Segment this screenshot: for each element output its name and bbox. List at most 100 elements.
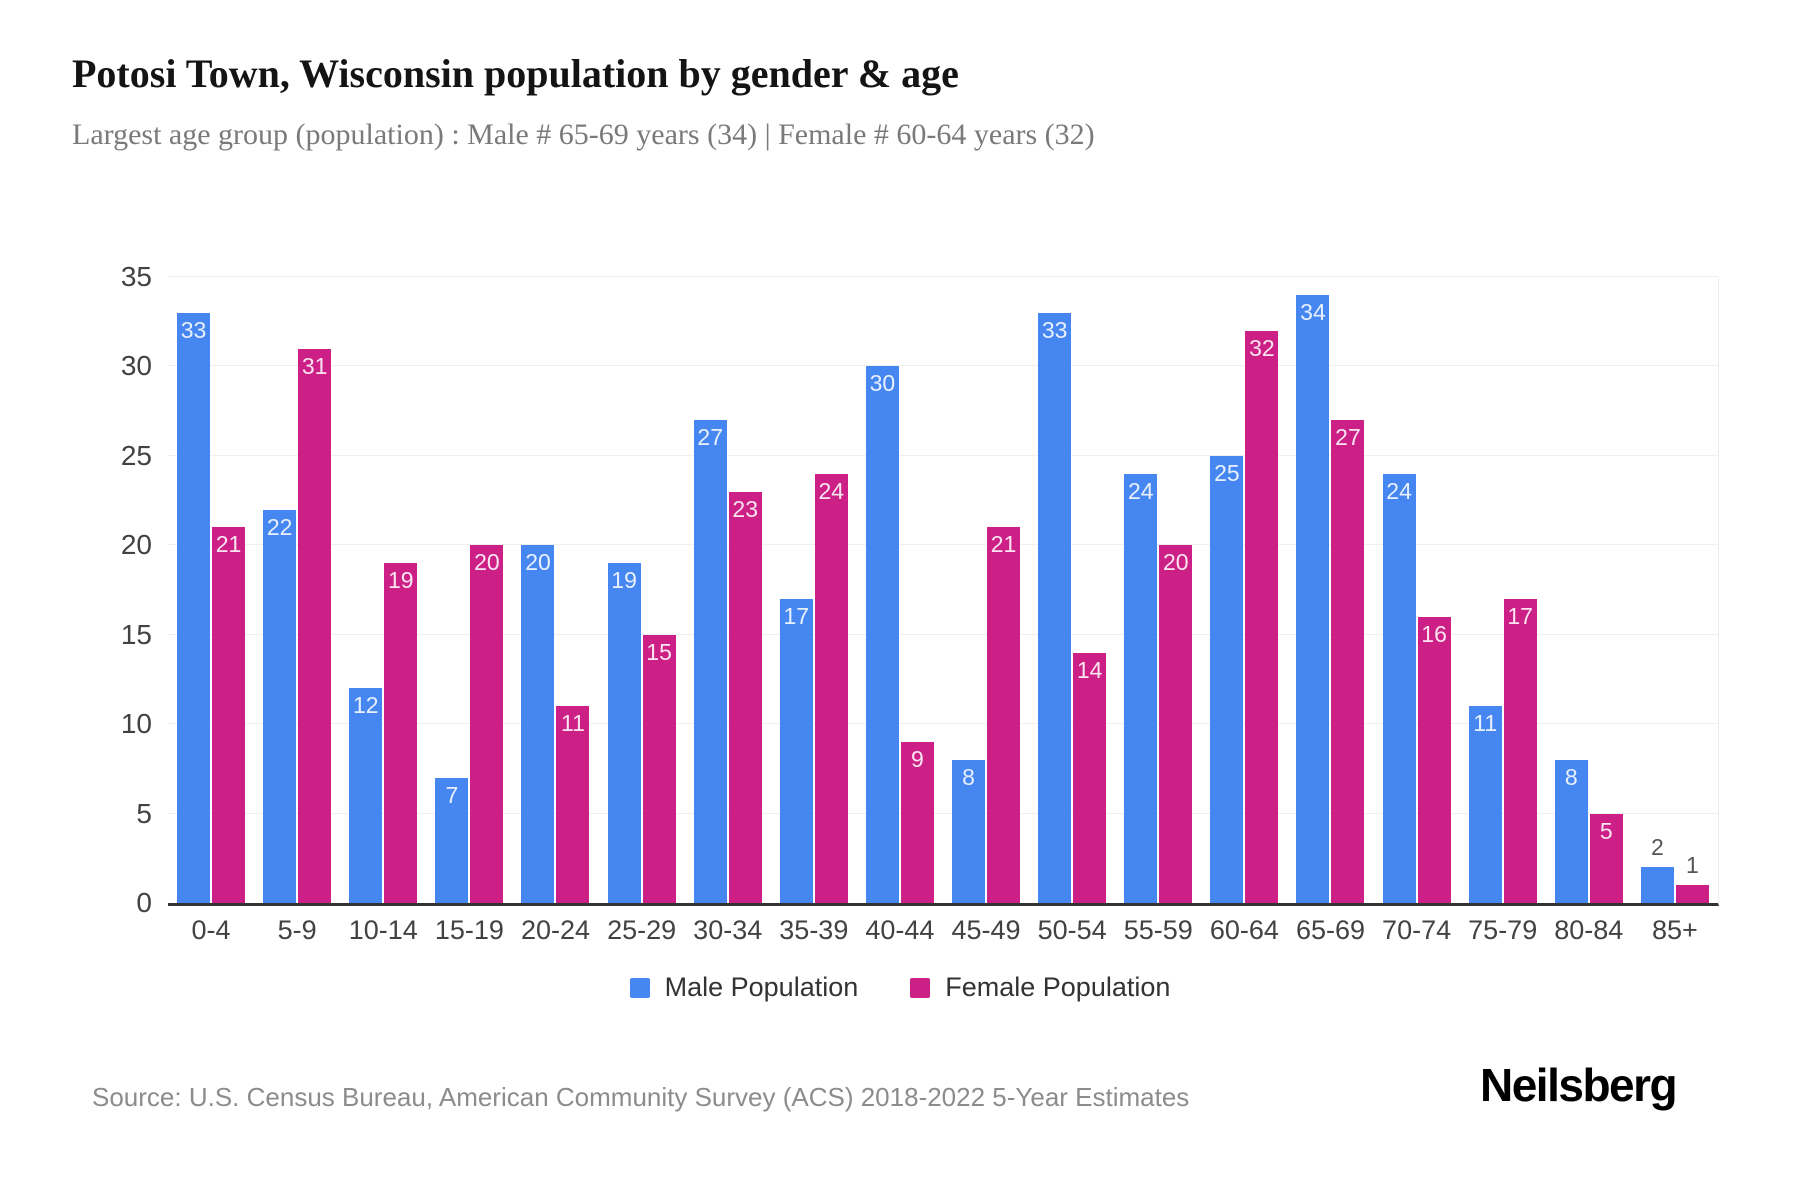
- bar-group-75-79: 11 17 75-79: [1460, 277, 1546, 944]
- bar-female-45-49: 21: [987, 527, 1021, 903]
- bar-male-30-34: 27: [693, 420, 727, 903]
- bar-female-30-34: 23: [728, 491, 762, 903]
- bar-male-55-59: 24: [1124, 473, 1158, 903]
- legend-label-male: Male Population: [664, 972, 859, 1002]
- bar-group-0-4: 33 21 0-4: [168, 277, 254, 944]
- bar-value-label: 17: [783, 602, 810, 629]
- bar-value-label: 17: [1507, 602, 1533, 629]
- y-tick-label-5: 5: [136, 797, 152, 829]
- x-axis-label-75-79: 75-79: [1468, 915, 1538, 945]
- bar-female-0-4: 21: [212, 527, 246, 903]
- bar-female-85+: 1: [1675, 854, 1709, 903]
- source-attribution: Source: U.S. Census Bureau, American Com…: [92, 1082, 1190, 1112]
- bar-male-75-79: 11: [1468, 706, 1502, 903]
- bar-male-25-29: 19: [607, 563, 641, 903]
- bar-value-label: 9: [911, 746, 924, 773]
- bar-value-label: 2: [1651, 834, 1664, 861]
- legend-item-female: Female Population: [910, 974, 1170, 1001]
- bar-group-10-14: 12 19 10-14: [340, 277, 426, 944]
- bar-female-10-14: 19: [384, 563, 418, 903]
- bar-value-label: 20: [525, 549, 551, 576]
- x-axis-label-50-54: 50-54: [1037, 915, 1107, 945]
- bar-value-label: 1: [1686, 852, 1699, 879]
- bar-value-label: 31: [301, 352, 328, 379]
- x-axis-label-60-64: 60-64: [1209, 915, 1279, 945]
- bar-group-65-69: 34 27 65-69: [1287, 277, 1373, 944]
- bar-group-50-54: 33 14 50-54: [1029, 277, 1115, 944]
- x-axis-label-20-24: 20-24: [520, 915, 591, 945]
- x-axis-label-0-4: 0-4: [191, 915, 231, 945]
- x-axis-label-30-34: 30-34: [693, 915, 763, 945]
- y-tick-label-35: 35: [120, 261, 152, 292]
- y-tick-label-25: 25: [120, 439, 152, 471]
- bar-value-label: 8: [962, 763, 975, 790]
- bars-layer: 33 21 0-4 22 31 5-9 12 19 10-14 7 20 15-19 20 11 20-24…: [168, 277, 1718, 944]
- bar-value-label: 22: [266, 513, 293, 540]
- gridline-5: [168, 812, 1718, 814]
- bar-group-55-59: 24 20 55-59: [1115, 277, 1201, 944]
- bar-male-60-64: 25: [1210, 455, 1244, 903]
- bar-value-label: 21: [215, 531, 242, 558]
- bar-group-25-29: 19 15 25-29: [599, 277, 685, 944]
- x-axis-label-45-49: 45-49: [951, 915, 1021, 945]
- x-axis-label-25-29: 25-29: [607, 915, 677, 945]
- x-axis-label-70-74: 70-74: [1382, 915, 1452, 945]
- bar-male-50-54: 33: [1038, 312, 1072, 903]
- bar-value-label: 11: [561, 710, 585, 737]
- gridline-35: [168, 276, 1718, 277]
- bar-value-label: 8: [1564, 763, 1578, 790]
- y-tick-label-20: 20: [120, 529, 152, 561]
- bar-value-label: 24: [818, 477, 845, 504]
- x-axis-label-65-69: 65-69: [1295, 915, 1365, 945]
- x-axis-label-35-39: 35-39: [779, 915, 849, 945]
- bar-female-55-59: 20: [1159, 545, 1193, 903]
- bar-value-label: 24: [1127, 477, 1154, 504]
- bar-value-label: 24: [1386, 477, 1412, 504]
- female-swatch-icon: [910, 977, 931, 998]
- bar-value-label: 12: [352, 692, 379, 719]
- bar-group-30-34: 27 23 30-34: [685, 277, 771, 944]
- gridline-10: [168, 723, 1718, 725]
- bar-value-label: 7: [445, 781, 459, 808]
- bar-male-35-39: 17: [779, 598, 813, 903]
- x-axis-label-5-9: 5-9: [277, 915, 317, 945]
- bar-female-50-54: 14: [1073, 652, 1107, 903]
- bar-male-80-84: 8: [1554, 759, 1588, 903]
- bar-male-15-19: 7: [435, 777, 469, 903]
- bar-value-label: 25: [1214, 459, 1240, 486]
- page-subtitle: Largest age group (population) : Male # …: [72, 118, 1095, 151]
- bar-male-65-69: 34: [1296, 294, 1330, 903]
- neilsberg-logo: Neilsberg: [1480, 1059, 1678, 1111]
- bar-male-20-24: 20: [521, 545, 555, 903]
- bar-female-75-79: 17: [1503, 598, 1537, 903]
- bar-value-label: 33: [180, 316, 207, 343]
- bar-male-0-4: 33: [177, 312, 211, 903]
- bar-group-40-44: 30 9 40-44: [857, 277, 943, 944]
- male-swatch-icon: [629, 977, 650, 998]
- bar-value-label: 19: [387, 567, 414, 594]
- bar-value-label: 5: [1599, 817, 1613, 844]
- bar-female-80-84: 5: [1589, 813, 1623, 903]
- bar-value-label: 20: [474, 549, 500, 576]
- y-tick-label-0: 0: [136, 887, 152, 918]
- bar-male-45-49: 8: [952, 759, 986, 903]
- bar-group-20-24: 20 11 20-24: [512, 277, 598, 944]
- bar-value-label: 23: [732, 495, 758, 522]
- bar-female-60-64: 32: [1245, 330, 1279, 903]
- gridline-30: [168, 365, 1718, 367]
- chart-legend: Male Population Female Population: [0, 974, 1800, 1001]
- bar-value-label: 32: [1249, 334, 1275, 361]
- legend-item-male: Male Population: [629, 972, 859, 1002]
- bar-female-35-39: 24: [814, 473, 848, 903]
- bar-value-label: 27: [697, 424, 723, 451]
- x-axis-label-15-19: 15-19: [434, 915, 504, 945]
- y-tick-label-15: 15: [120, 618, 152, 650]
- bar-female-5-9: 31: [298, 348, 332, 903]
- y-tick-label-30: 30: [120, 350, 152, 382]
- bar-group-80-84: 8 5 80-84: [1546, 277, 1632, 944]
- bar-group-35-39: 17 24 35-39: [771, 277, 857, 944]
- bar-female-65-69: 27: [1331, 420, 1365, 903]
- bar-value-label: 30: [869, 370, 896, 397]
- bar-group-45-49: 8 21 45-49: [943, 277, 1029, 944]
- bar-female-20-24: 11: [556, 706, 590, 903]
